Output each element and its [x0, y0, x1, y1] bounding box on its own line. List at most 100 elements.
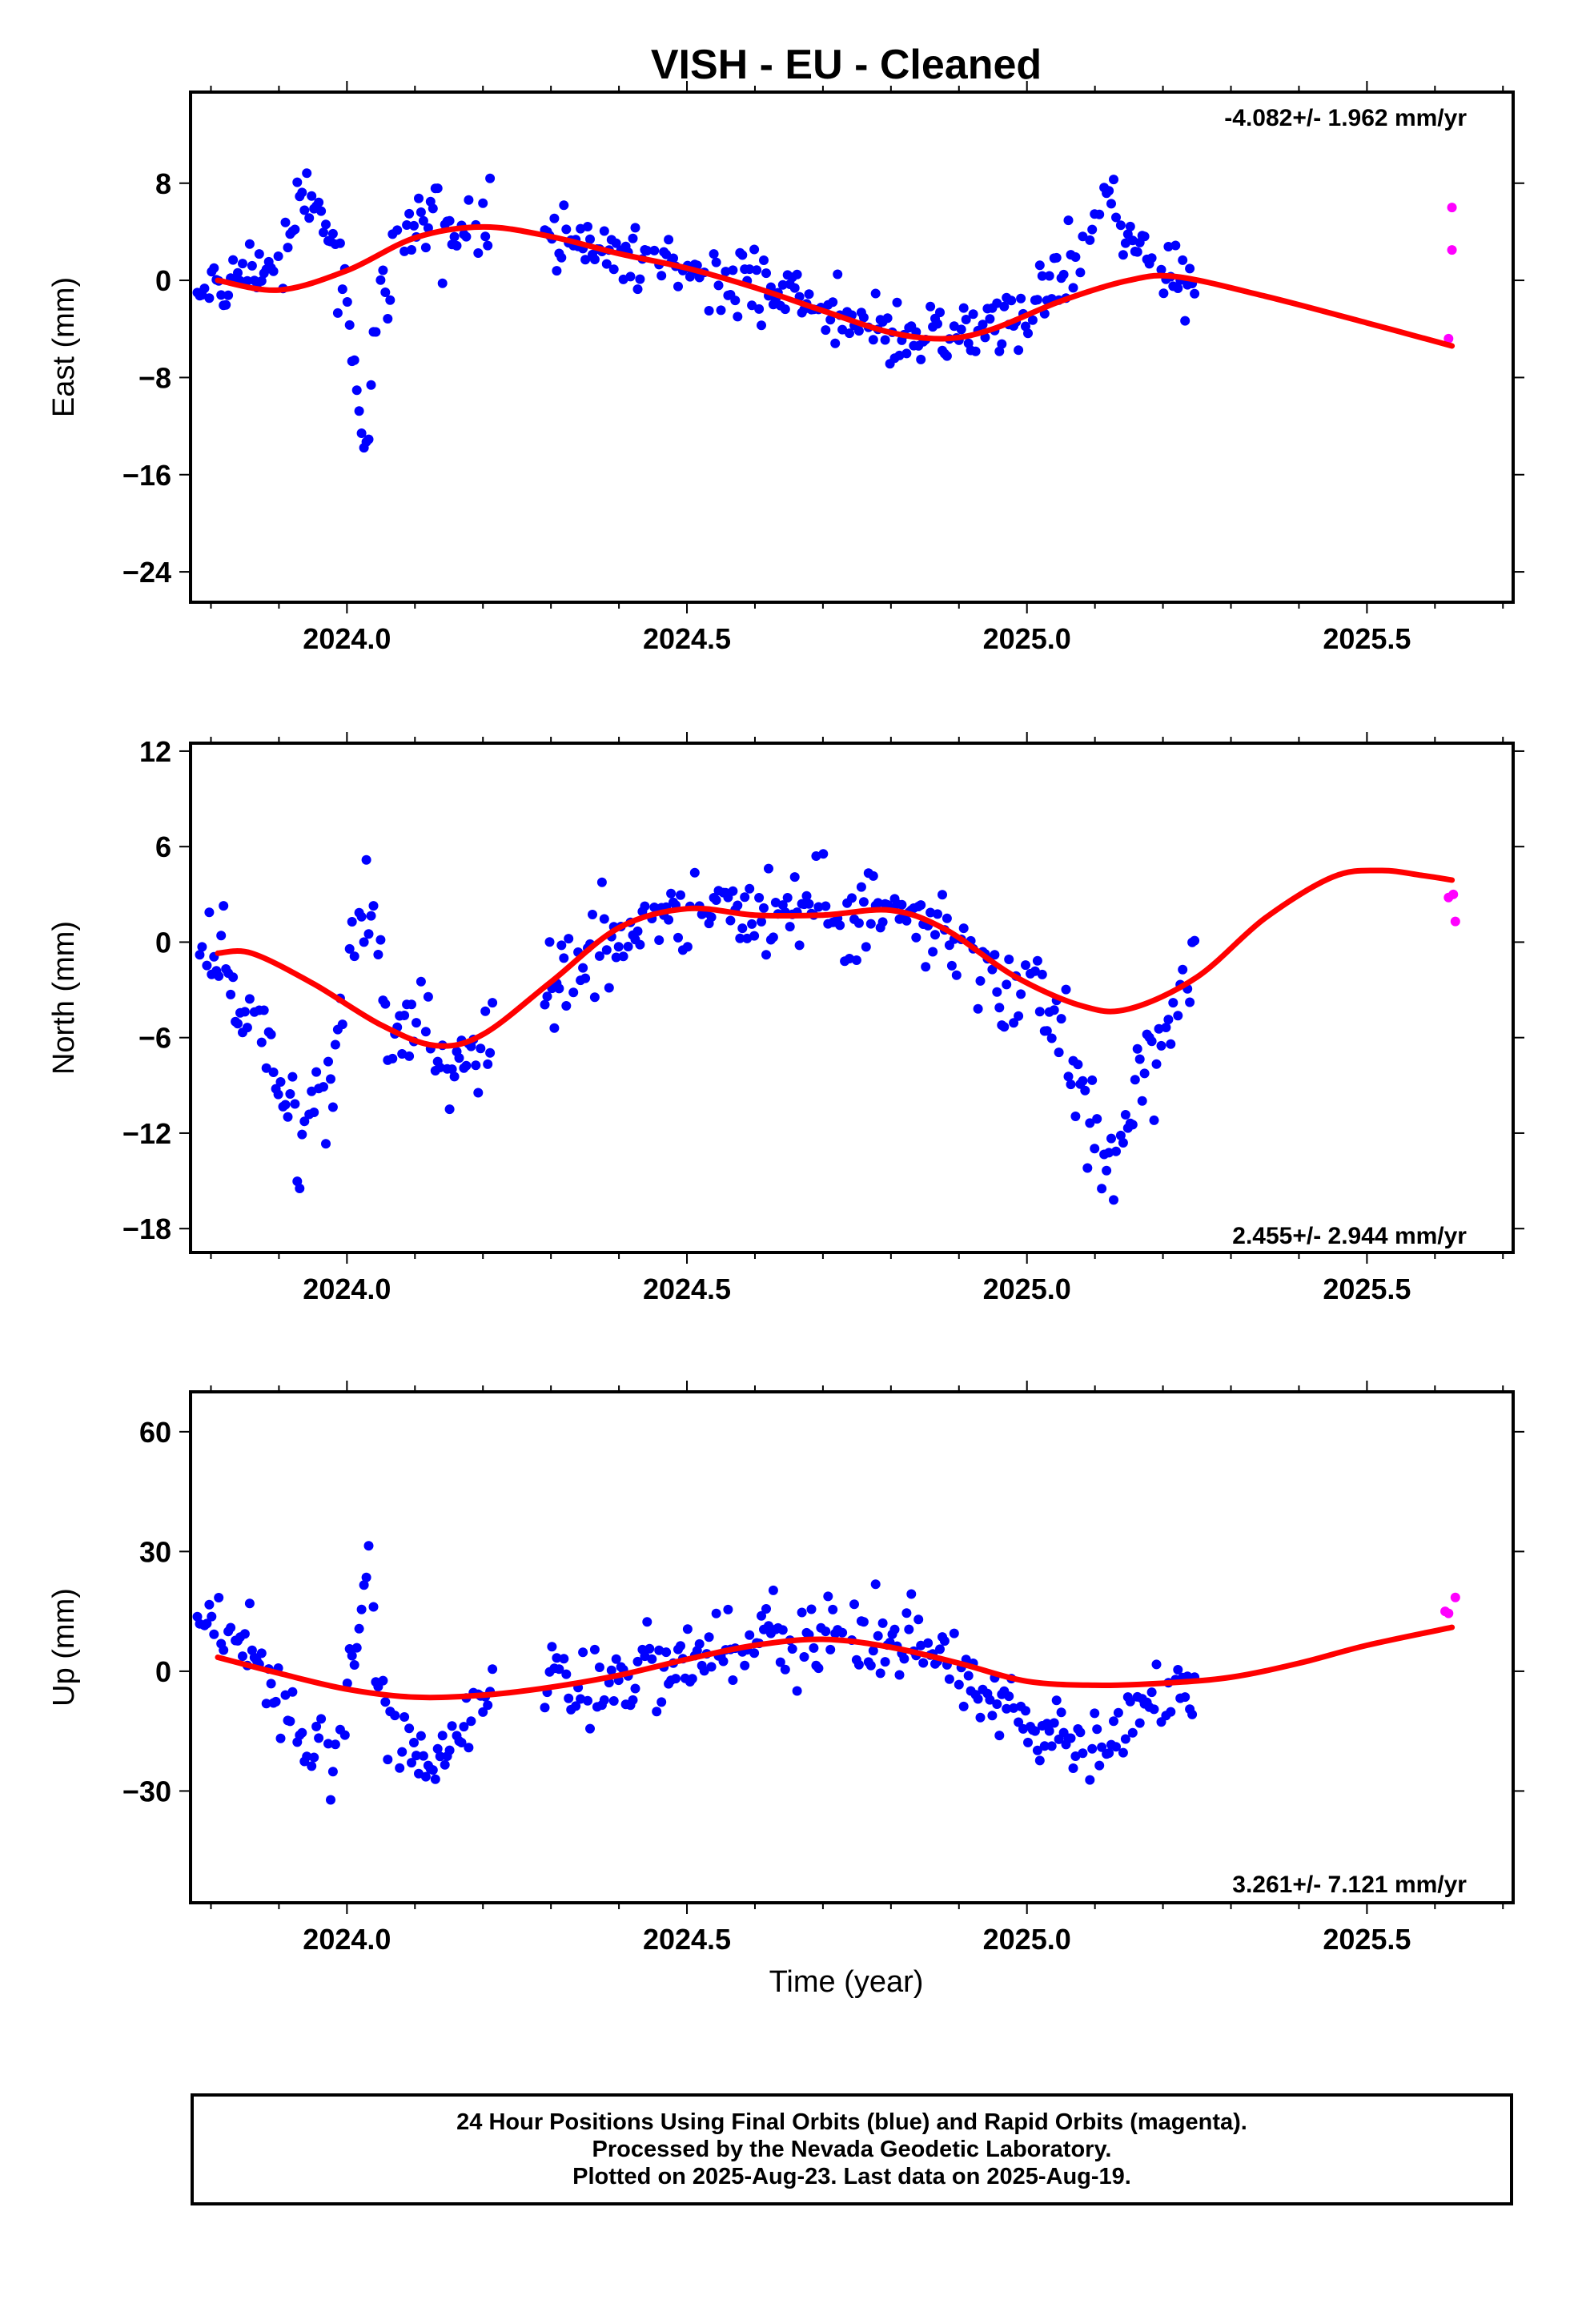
data-point: [363, 929, 374, 939]
data-point: [447, 1721, 457, 1731]
data-point: [1156, 1040, 1166, 1051]
data-point: [449, 1072, 460, 1082]
data-point: [1154, 1023, 1164, 1034]
data-point: [780, 1664, 790, 1675]
data-point: [316, 1714, 327, 1724]
data-point: [604, 983, 614, 993]
data-point: [314, 1733, 324, 1743]
data-point: [311, 1067, 322, 1077]
data-point: [913, 1614, 924, 1625]
data-point: [400, 1011, 410, 1020]
data-point: [759, 255, 769, 265]
data-point: [858, 1617, 869, 1627]
data-point: [221, 300, 231, 310]
data-point: [354, 1623, 364, 1634]
data-point: [297, 1129, 307, 1140]
data-point: [556, 940, 567, 951]
data-point: [958, 303, 969, 313]
data-point: [994, 1003, 1005, 1013]
data-point: [287, 1072, 298, 1082]
data-point: [311, 1721, 322, 1731]
data-point: [868, 870, 878, 881]
x-tick-label: 2024.0: [303, 1923, 391, 1956]
data-point: [823, 1591, 833, 1602]
data-point: [1146, 1036, 1157, 1047]
data-point: [1173, 283, 1183, 293]
data-point: [239, 1007, 250, 1017]
data-point: [1170, 240, 1181, 251]
y-tick-label: −30: [122, 1775, 171, 1807]
data-point: [930, 930, 940, 940]
y-tick-label: 0: [155, 264, 171, 297]
data-point: [906, 1589, 917, 1599]
data-point: [1118, 1138, 1128, 1148]
fit-curve: [215, 1624, 1456, 1701]
data-point: [608, 1696, 619, 1706]
data-point: [266, 1029, 276, 1039]
data-point: [928, 947, 938, 957]
data-point: [454, 1053, 464, 1063]
data-point: [835, 920, 845, 931]
data-point: [321, 219, 331, 230]
data-point: [402, 220, 412, 230]
data-point: [649, 903, 660, 912]
data-point: [749, 244, 760, 255]
data-point: [1080, 1085, 1090, 1096]
data-point: [873, 1630, 883, 1641]
data-point: [1180, 316, 1191, 326]
data-point: [1178, 964, 1188, 975]
plot-frame: [189, 90, 1515, 604]
data-point: [1078, 1748, 1088, 1759]
data-point: [418, 1751, 428, 1761]
data-point: [635, 939, 645, 950]
data-point: [889, 1624, 900, 1634]
footer-line-3: Plotted on 2025-Aug-23. Last data on 202…: [572, 2164, 1131, 2189]
data-point: [1051, 1695, 1062, 1706]
final-orbit-points: [192, 1541, 1460, 1805]
data-point: [759, 903, 769, 913]
data-point: [973, 1003, 983, 1014]
data-point: [821, 325, 831, 336]
fit-curve: [215, 223, 1456, 349]
y-tick-label: 60: [139, 1416, 171, 1449]
data-point: [804, 289, 814, 300]
data-point: [1187, 1709, 1198, 1719]
data-point: [1068, 283, 1078, 293]
data-point: [946, 960, 957, 971]
data-point: [319, 1082, 328, 1092]
data-point: [307, 191, 317, 201]
data-point: [845, 328, 854, 339]
data-point: [642, 246, 652, 255]
data-point: [361, 1572, 371, 1582]
data-point: [583, 1695, 592, 1706]
data-point: [556, 252, 567, 263]
data-point: [209, 1629, 219, 1639]
data-point: [942, 913, 952, 923]
data-point: [1185, 263, 1195, 274]
data-point: [404, 1051, 415, 1061]
data-point: [268, 266, 279, 276]
data-point: [544, 937, 555, 947]
data-point: [1075, 1727, 1086, 1738]
data-point: [789, 872, 800, 883]
data-point: [706, 912, 717, 923]
data-point: [749, 931, 760, 941]
data-point: [287, 1687, 298, 1697]
data-point: [444, 215, 455, 226]
data-point: [1127, 1120, 1138, 1130]
data-point: [951, 970, 962, 980]
data-point: [238, 1651, 247, 1662]
data-point: [682, 942, 693, 952]
rapid-point: [1443, 333, 1454, 344]
data-point: [363, 1541, 374, 1551]
data-point: [1016, 293, 1026, 304]
data-point: [728, 1675, 738, 1685]
data-point: [547, 1642, 557, 1652]
data-point: [283, 1112, 293, 1122]
data-point: [1042, 1719, 1052, 1729]
data-point: [327, 228, 338, 239]
data-point: [242, 1023, 252, 1033]
data-point: [787, 1644, 797, 1654]
data-point: [580, 973, 591, 983]
data-point: [254, 249, 264, 259]
